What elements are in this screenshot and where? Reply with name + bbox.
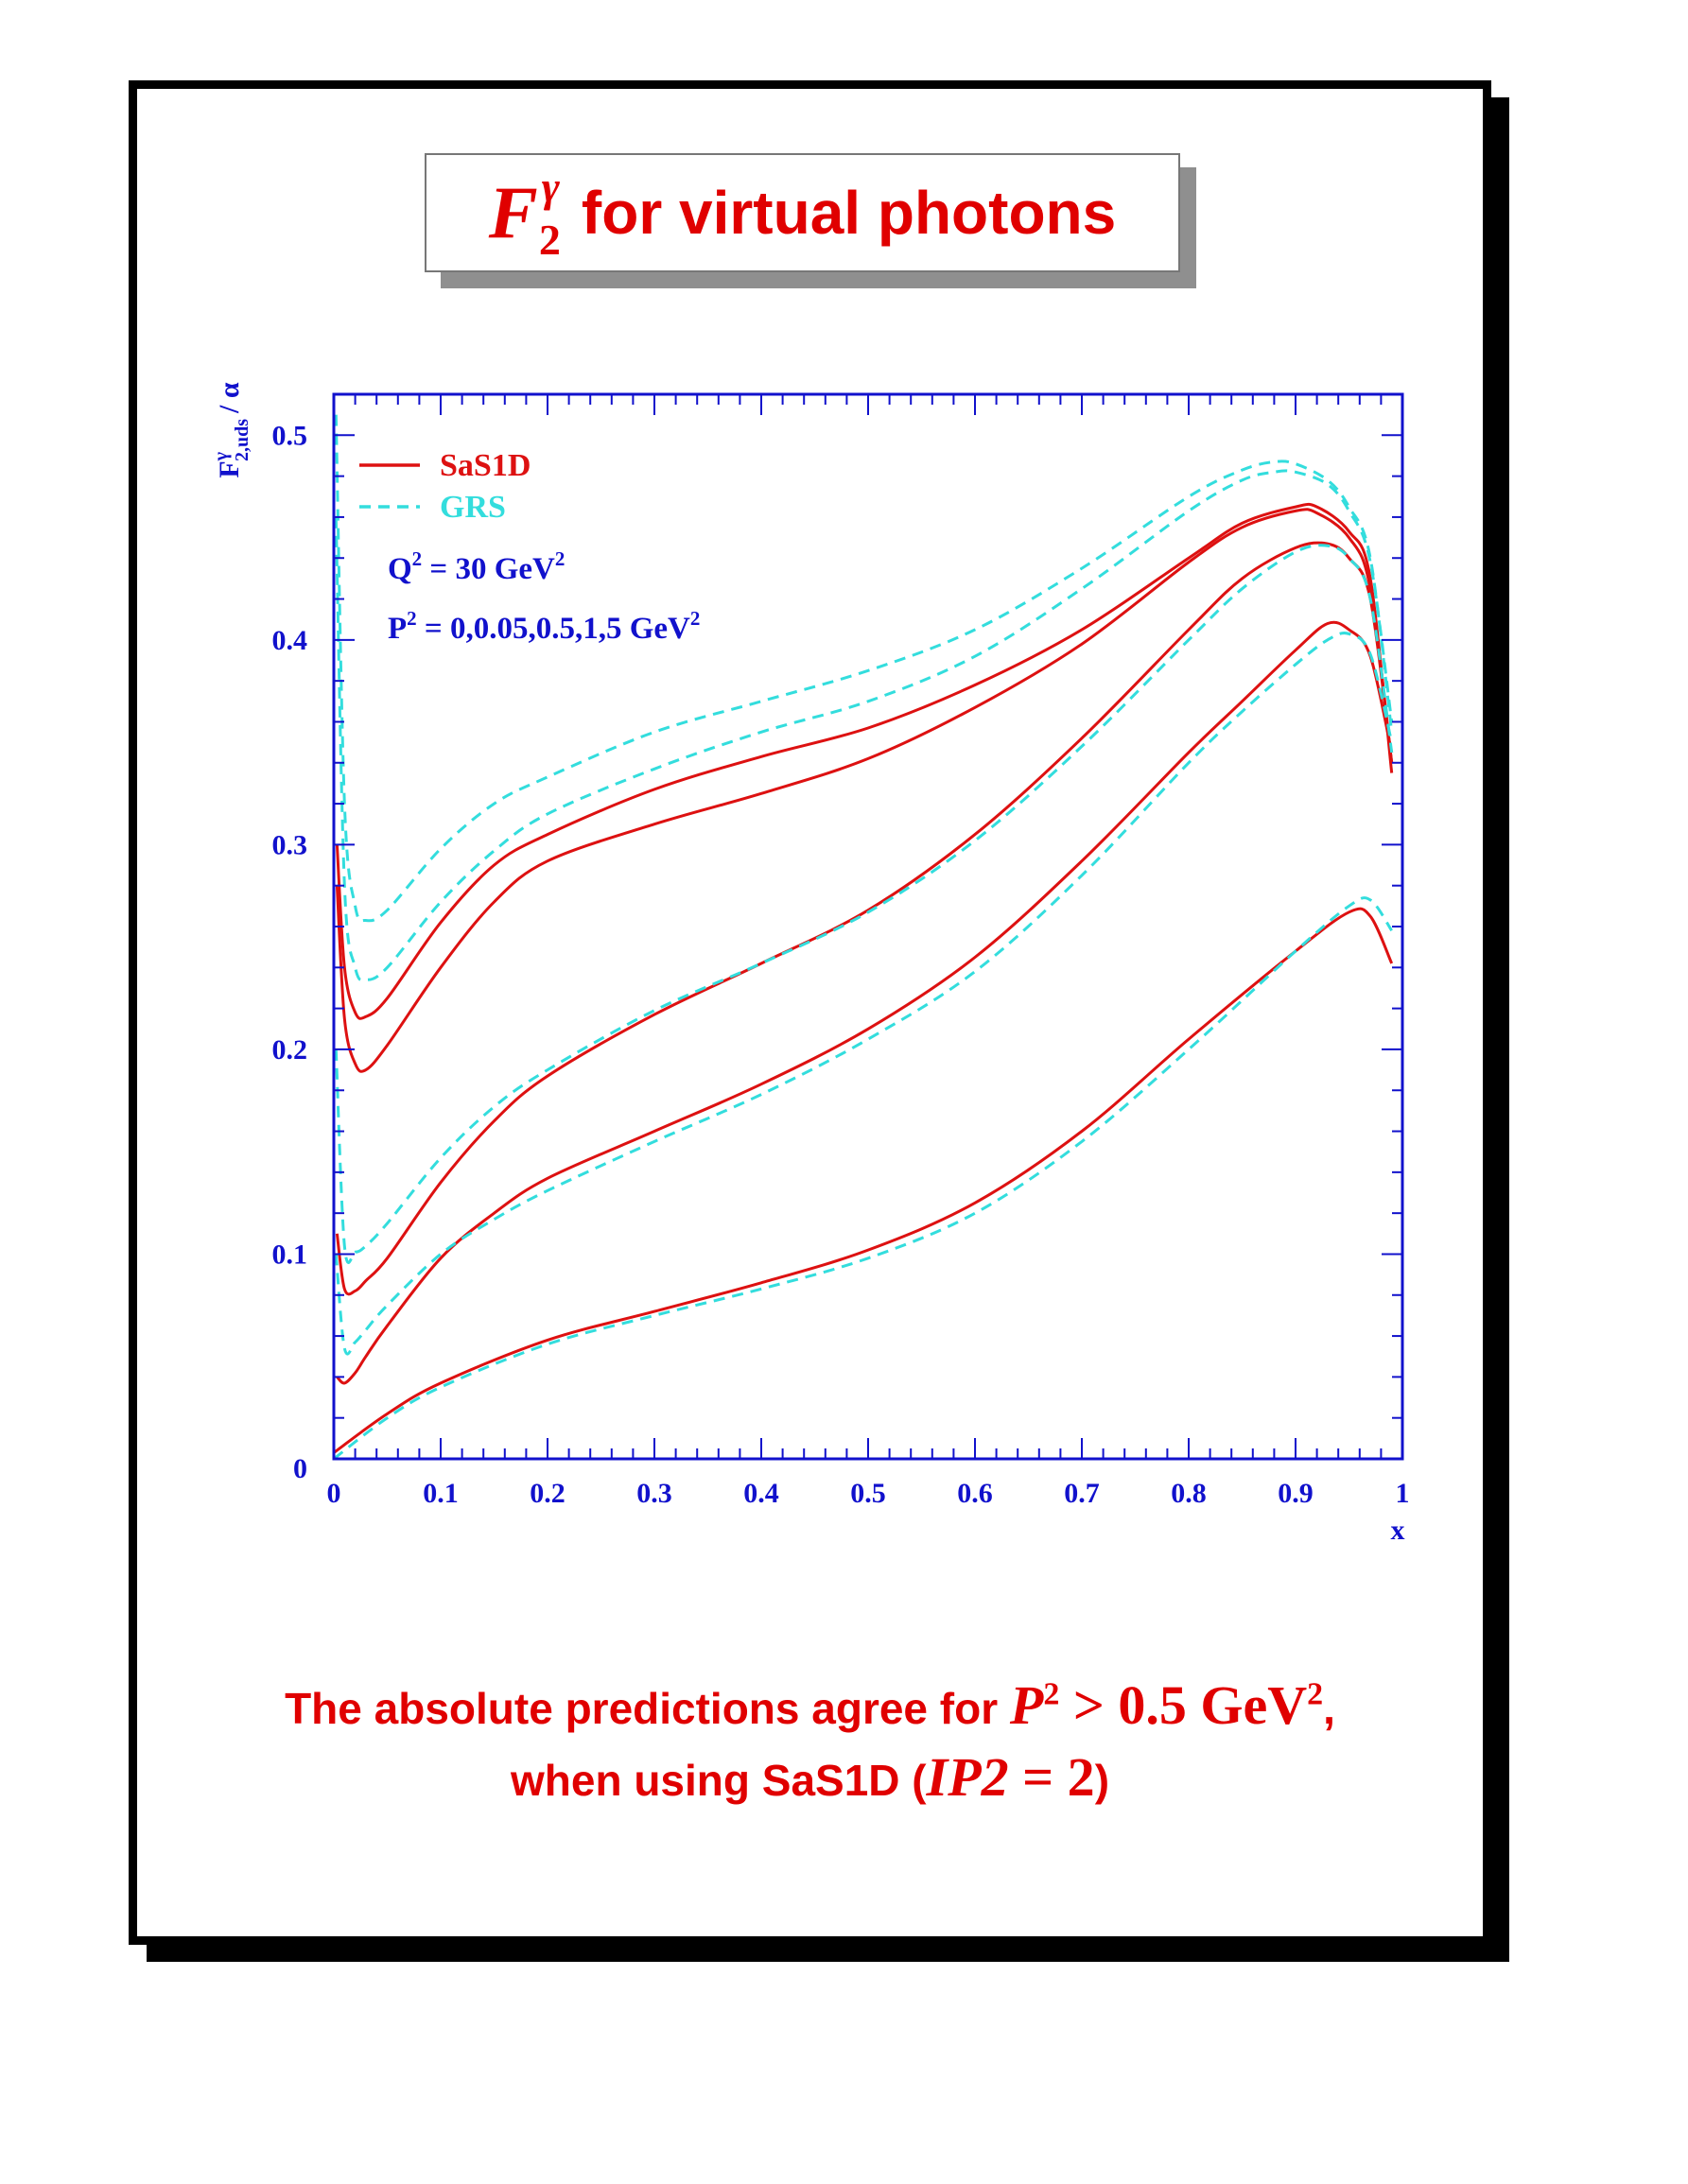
x-tick-label: 0.7 [1064, 1478, 1100, 1509]
title-text: for virtual photons [581, 179, 1117, 247]
caption-line-2-math: IP2 = 2 [926, 1746, 1095, 1808]
y-tick-label: 0.2 [272, 1034, 308, 1066]
title-symbol-sub: 2 [538, 215, 561, 264]
x-tick-label: 0.1 [423, 1478, 459, 1509]
legend-label-sas1d: SaS1D [440, 448, 531, 483]
chart-tick-labels: 0 0.1 0.2 0.3 0.4 0.5 0.6 0.7 0.8 0.9 1 0 0.1 0.2 0.3 0… [272, 420, 1410, 1509]
y-tick-label: 0.1 [272, 1239, 308, 1270]
series-line-sas1d-1 [335, 508, 1394, 1073]
y-tick-label: 0.5 [272, 420, 308, 451]
chart-ticks [333, 393, 1403, 1460]
legend-label-grs: GRS [440, 490, 506, 525]
y-axis-label: Fγ2,uds / α [211, 382, 252, 478]
svg-text:Fγ2,uds/ α: Fγ2,uds / α [211, 382, 252, 478]
slide-title: Fγ2 for virtual photons [425, 153, 1180, 272]
caption-line-1-end: , [1323, 1684, 1335, 1733]
annotation-q2: Q2 = 30 GeV2 [388, 547, 565, 586]
caption-line-1: The absolute predictions agree for P2 > … [129, 1673, 1491, 1737]
y-axis-label-sup: γ [211, 451, 232, 461]
y-axis-label-tail: / α [214, 382, 245, 414]
caption-line-2-text: when using SaS1D ( [510, 1756, 927, 1805]
x-tick-label: 0.2 [530, 1478, 566, 1509]
series-line-sas1d-0 [335, 502, 1394, 1020]
x-tick-label: 1 [1396, 1478, 1410, 1509]
caption-line-1-math: P2 > 0.5 GeV2 [1009, 1674, 1324, 1736]
x-tick-label: 0.5 [850, 1478, 886, 1509]
series-line-sas1d-2 [335, 541, 1394, 1296]
caption-line-1-text: The absolute predictions agree for [285, 1684, 1010, 1733]
caption-line-2: when using SaS1D (IP2 = 2) [129, 1745, 1491, 1809]
y-tick-label: 0 [293, 1453, 307, 1484]
x-axis-label: x [1391, 1515, 1405, 1546]
x-tick-label: 0.4 [743, 1478, 779, 1509]
x-tick-label: 0.9 [1278, 1478, 1314, 1509]
series-line-grs-7 [334, 544, 1394, 1264]
y-tick-label: 0.3 [272, 829, 308, 860]
series-line-grs-8 [334, 632, 1394, 1356]
title-symbol: Fγ2 [489, 162, 561, 265]
y-axis-label-sub: 2,uds [232, 419, 252, 461]
annotation-p2: P2 = 0,0.05,0.5,1,5 GeV2 [388, 607, 700, 646]
x-tick-label: 0.6 [957, 1478, 993, 1509]
x-tick-label: 0 [327, 1478, 341, 1509]
x-tick-label: 0.8 [1171, 1478, 1207, 1509]
chart-curves [333, 414, 1394, 1461]
series-line-grs-5 [334, 414, 1394, 923]
x-tick-label: 0.3 [636, 1478, 672, 1509]
caption-line-2-end: ) [1094, 1756, 1110, 1805]
y-tick-label: 0.4 [272, 625, 308, 656]
series-line-sas1d-4 [333, 907, 1394, 1454]
y-axis-label-main: F [214, 460, 245, 477]
series-line-sas1d-3 [336, 620, 1394, 1385]
series-line-grs-9 [333, 896, 1393, 1461]
title-symbol-sup: γ [541, 162, 560, 211]
title-symbol-F: F [488, 170, 538, 253]
legend: SaS1D GRS [359, 448, 531, 525]
